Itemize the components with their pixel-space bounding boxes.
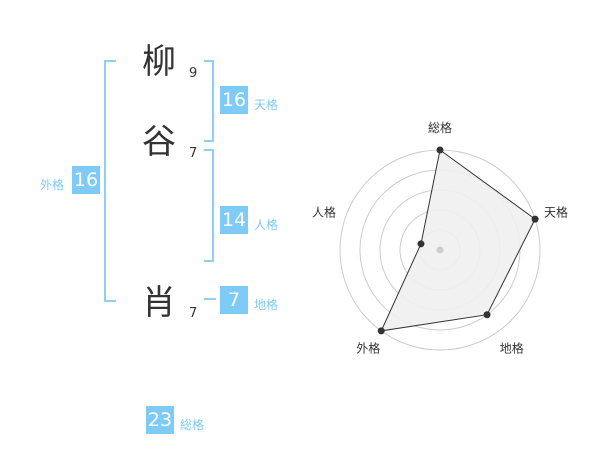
chikaku-bracket bbox=[204, 298, 216, 300]
stroke-count-1: 9 bbox=[189, 66, 198, 81]
name-char-3: 肖 bbox=[142, 283, 176, 323]
chikaku-label: 地格 bbox=[254, 298, 279, 312]
radar-axis-label: 総格 bbox=[428, 120, 452, 135]
radar-area bbox=[380, 149, 536, 332]
gaikaku-value: 16 bbox=[72, 166, 100, 194]
radar-point bbox=[377, 327, 385, 335]
stroke-count-2: 7 bbox=[189, 146, 198, 161]
jinkaku-bracket bbox=[204, 149, 214, 262]
gaikaku-label: 外格 bbox=[40, 178, 65, 192]
tenkaku-bracket bbox=[204, 60, 214, 142]
soukaku-value: 23 bbox=[146, 406, 174, 434]
gaikaku-bracket bbox=[104, 60, 116, 302]
jinkaku-label: 人格 bbox=[254, 218, 279, 232]
stroke-count-3: 7 bbox=[189, 306, 198, 321]
radar-point bbox=[531, 215, 539, 223]
radar-axis-label: 外格 bbox=[356, 341, 380, 356]
jinkaku-value: 14 bbox=[220, 206, 248, 234]
radar-point bbox=[417, 240, 425, 248]
soukaku-label: 総格 bbox=[180, 418, 205, 432]
radar-point bbox=[483, 311, 491, 319]
chikaku-value: 7 bbox=[220, 286, 248, 314]
name-char-2: 谷 bbox=[142, 122, 176, 162]
tenkaku-label: 天格 bbox=[254, 98, 279, 112]
radar-point bbox=[436, 146, 444, 154]
tenkaku-value: 16 bbox=[220, 86, 248, 114]
radar-axis-label: 地格 bbox=[500, 341, 524, 356]
name-char-1: 柳 bbox=[142, 42, 176, 82]
radar-axis-label: 天格 bbox=[544, 204, 568, 219]
radar-axis-label: 人格 bbox=[312, 204, 336, 219]
radar-center bbox=[436, 246, 444, 254]
